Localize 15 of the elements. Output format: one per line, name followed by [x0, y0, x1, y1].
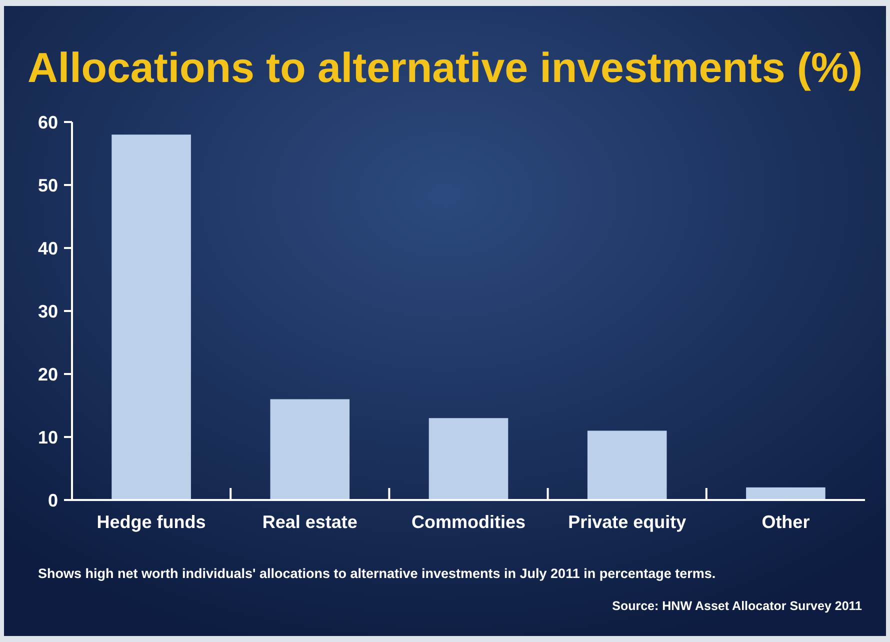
x-tick-label: Other	[762, 512, 810, 532]
x-tick-label: Real estate	[262, 512, 358, 532]
y-tick-label: 0	[48, 490, 58, 510]
y-tick-label: 40	[38, 238, 58, 258]
y-tick-label: 50	[38, 175, 58, 196]
y-tick-label: 60	[38, 112, 58, 132]
text: Shows high net worth individuals' allocations to alternative investments in July 2011 in percentage terms.	[38, 566, 716, 581]
x-tick-label: Commodities	[411, 512, 526, 532]
x-tick-label: Hedge funds	[96, 512, 206, 532]
y-tick-label: 10	[38, 427, 58, 448]
y-tick-label: 30	[38, 301, 58, 322]
x-tick-label: Private equity	[568, 512, 686, 532]
y-tick-label: 20	[38, 364, 58, 384]
chart-title: Allocations to alternative investments (%)	[28, 44, 862, 91]
source-note: Source: HNW Asset Allocator Survey 2011	[612, 599, 862, 613]
